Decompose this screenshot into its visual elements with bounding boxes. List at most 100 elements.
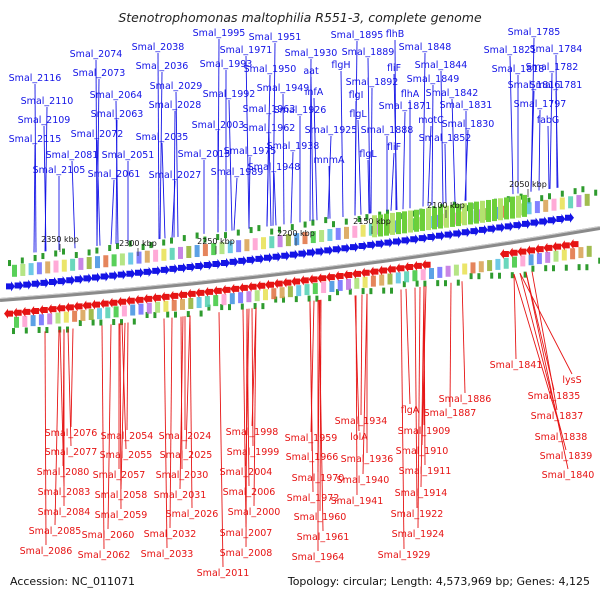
feature-tick <box>498 272 501 279</box>
feature-block <box>219 242 225 255</box>
feature-block <box>495 258 501 270</box>
feature-tick <box>411 210 415 217</box>
plus-gene-label: fliF <box>387 63 401 74</box>
minus-gene-arrow <box>134 294 144 305</box>
feature-block <box>12 264 17 277</box>
position-ruler: 2050 kbp 2100 kbp 2150 kbp 2200 kbp 2250 kbp… <box>41 180 547 256</box>
minus-gene-label: Smal_2060 <box>82 530 135 541</box>
minus-gene-arrow <box>265 279 274 290</box>
plus-gene-arrow <box>556 213 566 224</box>
plus-gene-arrow <box>341 243 351 254</box>
feature-block <box>504 197 509 220</box>
minus-gene-leader <box>513 273 562 432</box>
minus-gene-label: Smal_1966 <box>286 452 339 463</box>
feature-block <box>155 301 161 313</box>
minus-gene-arrow <box>195 287 205 298</box>
feature-block <box>227 241 233 254</box>
feature-block <box>576 195 582 208</box>
feature-block <box>438 206 443 229</box>
plus-gene-label: Smal_1831 <box>440 100 493 111</box>
ruler-tick-label: 2100 kbp <box>427 201 465 210</box>
plus-gene-label: Smal_1951 <box>249 32 302 43</box>
feature-tick <box>195 232 199 239</box>
minus-gene-label: Smal_2030 <box>156 470 209 481</box>
feature-block <box>97 308 102 320</box>
minus-gene-label: Smal_2024 <box>159 431 212 442</box>
feature-tick <box>332 221 335 228</box>
plus-gene-label: Smal_1926 <box>274 105 327 116</box>
feature-tick <box>282 296 285 303</box>
plus-gene-label: Smal_1848 <box>399 42 452 53</box>
minus-gene-leader <box>251 308 254 447</box>
feature-block <box>520 255 526 267</box>
minus-gene-arrow <box>186 288 196 299</box>
feature-tick <box>531 265 535 272</box>
feature-block <box>287 286 293 298</box>
feature-block <box>146 302 152 314</box>
plus-gene-leader <box>547 125 550 190</box>
minus-gene-leader <box>461 281 466 394</box>
plus-gene-arrow <box>255 253 265 264</box>
plus-gene-label: flgH <box>331 60 350 71</box>
feature-tick <box>216 234 220 241</box>
minus-gene-label: Smal_2008 <box>220 548 273 559</box>
minus-gene-label: Smal_1961 <box>297 532 350 543</box>
plus-gene-arrow <box>384 237 394 248</box>
plus-gene-arrow <box>246 254 256 265</box>
ruler-tick: 2100 kbp <box>427 201 465 218</box>
plus-gene-label: flhA <box>401 89 420 100</box>
plus-gene-arrow <box>487 223 497 234</box>
feature-tick <box>365 214 369 221</box>
feature-tick <box>315 295 319 302</box>
plus-gene-label: Smal_1844 <box>415 60 468 71</box>
plus-gene-leader <box>161 142 166 239</box>
minus-gene-arrow <box>4 308 13 319</box>
plus-gene-label: Smal_1849 <box>407 74 460 85</box>
feature-block <box>534 201 540 214</box>
feature-tick <box>544 265 548 272</box>
ruler-tick: 2250 kbp <box>197 237 235 254</box>
feature-block <box>344 226 349 239</box>
minus-gene-label: Smal_2084 <box>38 507 91 518</box>
plus-gene-arrow <box>289 249 299 260</box>
feature-block <box>238 292 244 304</box>
plus-gene-leader <box>367 159 370 214</box>
feature-block <box>337 279 343 291</box>
feature-block <box>138 303 144 315</box>
minus-gene-arrow <box>21 306 31 317</box>
plus-gene-arrow <box>436 230 445 241</box>
feature-block <box>105 307 111 319</box>
feature-tick <box>37 326 41 333</box>
plus-gene-label: mnmA <box>313 155 345 166</box>
feature-block <box>462 263 468 275</box>
feature-tick <box>66 326 69 333</box>
plus-gene-arrow <box>470 226 480 237</box>
plus-gene-label: Smal_2038 <box>132 42 185 53</box>
minus-gene-label: Smal_1841 <box>490 360 543 371</box>
plus-gene-leader <box>390 152 395 211</box>
plus-gene-label: flhB <box>386 29 405 40</box>
plus-gene-label: Smal_2109 <box>18 115 71 126</box>
plus-gene-label: Smal_1992 <box>203 89 256 100</box>
feature-block <box>486 199 491 222</box>
plus-gene-label: infA <box>305 87 324 98</box>
minus-gene-arrow <box>404 262 414 273</box>
feature-block <box>526 202 532 215</box>
plus-gene-label: Smal_1948 <box>248 162 301 173</box>
feature-block <box>568 196 574 209</box>
minus-gene-label: Smal_2026 <box>166 509 219 520</box>
plus-gene-leader <box>357 119 362 215</box>
plus-gene-label: Smal_2061 <box>88 169 141 180</box>
feature-tick <box>415 280 419 287</box>
minus-gene-leader <box>253 307 257 507</box>
plus-gene-arrow <box>324 245 334 256</box>
ruler-tick-label: 2250 kbp <box>197 237 235 246</box>
plus-gene-label: Smal_2072 <box>71 129 124 140</box>
minus-gene-arrow <box>47 304 57 315</box>
feature-tick <box>108 245 112 252</box>
plus-gene-arrow <box>522 218 531 229</box>
minus-gene-label: Smal_1911 <box>399 466 452 477</box>
plus-gene-label: Smal_1889 <box>342 47 395 58</box>
ruler-tick: 2050 kbp <box>509 180 547 197</box>
feature-block <box>269 236 275 249</box>
